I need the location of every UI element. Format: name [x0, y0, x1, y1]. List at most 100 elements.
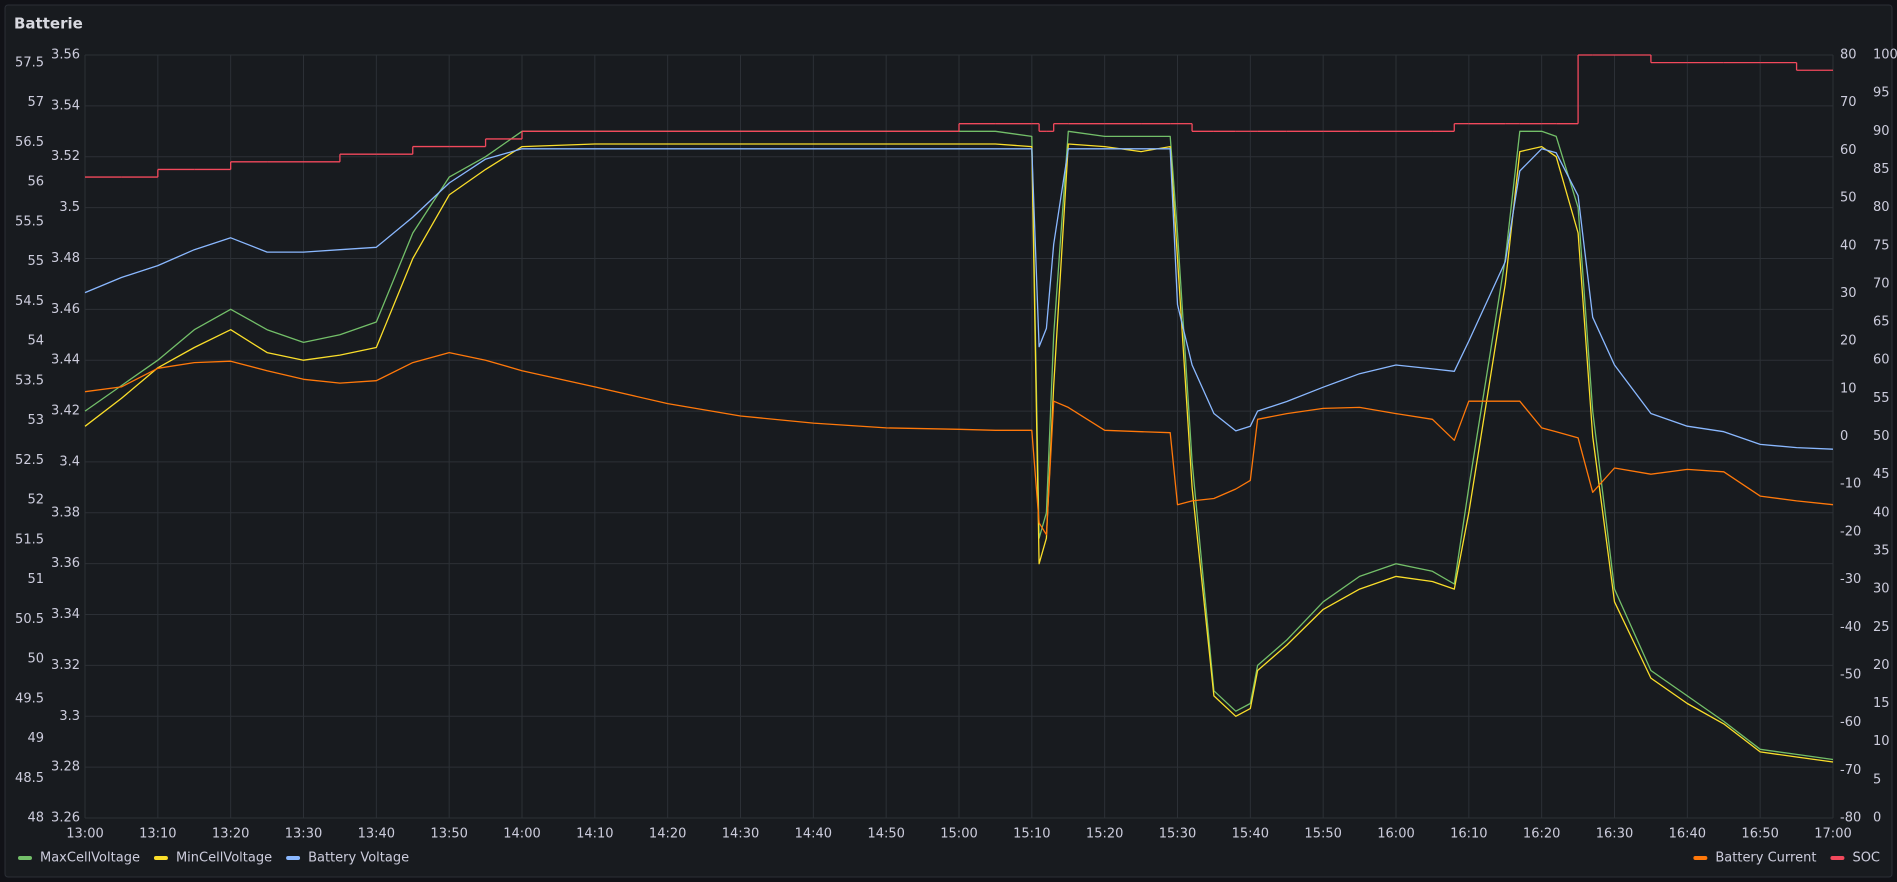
y-tick-label: 3.28: [51, 760, 80, 775]
series-line: [84, 148, 1834, 450]
y-tick-label: 25: [1873, 620, 1890, 635]
y-tick-label: 49.5: [15, 691, 44, 706]
y-tick-label: 75: [1873, 238, 1890, 253]
y-tick-label: -10: [1840, 477, 1861, 492]
legend-label: MaxCellVoltage: [40, 851, 140, 866]
y-tick-label: -70: [1840, 763, 1861, 778]
y-tick-label: -30: [1840, 572, 1861, 587]
y-tick-label: 50: [1873, 429, 1890, 444]
y-tick-label: 54: [27, 334, 44, 349]
y-tick-label: 48: [27, 811, 44, 826]
x-tick-label: 13:30: [285, 827, 322, 842]
y-tick-label: 30: [1840, 286, 1857, 301]
y-tick-label: 49: [27, 731, 44, 746]
x-tick-label: 13:10: [139, 827, 176, 842]
y-tick-label: -80: [1840, 811, 1861, 826]
y-tick-label: 3.56: [51, 48, 80, 63]
y-tick-label: 52: [27, 493, 44, 508]
y-tick-label: 15: [1873, 696, 1890, 711]
y-tick-label: 3.32: [51, 658, 80, 673]
x-tick-label: 14:00: [503, 827, 540, 842]
x-tick-label: 13:50: [430, 827, 467, 842]
y-tick-label: 35: [1873, 543, 1890, 558]
y-tick-label: 56: [27, 175, 44, 190]
y-tick-label: 5: [1873, 772, 1881, 787]
legend-swatch: [1830, 856, 1845, 860]
y-tick-label: 60: [1840, 143, 1857, 158]
x-tick-label: 16:30: [1596, 827, 1633, 842]
y-tick-label: 48.5: [15, 771, 44, 786]
legend-label: Battery Voltage: [308, 851, 409, 866]
y-tick-label: 10: [1840, 381, 1857, 396]
y-tick-label: 3.34: [51, 607, 80, 622]
y-tick-label: 3.42: [51, 404, 80, 419]
y-tick-label: 54.5: [15, 294, 44, 309]
y-tick-label: 55: [1873, 391, 1890, 406]
y-tick-label: 0: [1873, 811, 1881, 826]
y-tick-label: 3.4: [59, 454, 80, 469]
y-tick-label: 40: [1840, 238, 1857, 253]
y-tick-label: 50: [1840, 191, 1857, 206]
x-tick-label: 14:40: [795, 827, 832, 842]
y-tick-label: 57.5: [15, 55, 44, 70]
legend-label: Battery Current: [1715, 851, 1816, 866]
x-tick-label: 16:00: [1377, 827, 1414, 842]
x-tick-label: 13:40: [358, 827, 395, 842]
y-tick-label: 55: [27, 254, 44, 269]
series-line: [84, 130, 1834, 761]
legend-swatch: [18, 856, 32, 860]
y-tick-label: 53.5: [15, 373, 44, 388]
y-tick-label: 80: [1840, 48, 1857, 63]
y-tick-label: 53: [27, 413, 44, 428]
legend-label: SOC: [1852, 851, 1880, 866]
y-tick-label: 90: [1873, 124, 1890, 139]
y-tick-label: 20: [1840, 334, 1857, 349]
y-tick-label: 10: [1873, 734, 1890, 749]
y-tick-label: -50: [1840, 667, 1861, 682]
x-tick-label: 15:00: [940, 827, 977, 842]
y-tick-label: 3.38: [51, 505, 80, 520]
y-tick-label: 3.36: [51, 556, 80, 571]
series-line: [84, 351, 1834, 536]
y-tick-label: 3.5: [59, 200, 80, 215]
x-tick-label: 13:20: [212, 827, 249, 842]
x-tick-label: 15:40: [1232, 827, 1269, 842]
x-tick-label: 13:00: [66, 827, 103, 842]
legend-swatch: [1693, 856, 1708, 860]
x-tick-label: 15:10: [1013, 827, 1050, 842]
y-tick-label: 57: [27, 95, 44, 110]
legend-swatch: [286, 856, 301, 860]
legend-label: MinCellVoltage: [176, 851, 272, 866]
y-tick-label: 51: [27, 572, 44, 587]
panel: [4, 4, 1893, 878]
x-tick-label: 14:10: [576, 827, 613, 842]
y-tick-label: 3.26: [51, 811, 80, 826]
y-tick-label: 3.54: [51, 98, 80, 113]
y-tick-label: 52.5: [15, 453, 44, 468]
x-tick-label: 14:30: [722, 827, 759, 842]
y-tick-label: 70: [1840, 95, 1857, 110]
y-tick-label: 60: [1873, 353, 1890, 368]
y-tick-label: 51.5: [15, 532, 44, 547]
y-tick-label: 56.5: [15, 135, 44, 150]
y-tick-label: 55.5: [15, 214, 44, 229]
y-tick-label: 3.52: [51, 149, 80, 164]
y-tick-label: -20: [1840, 524, 1861, 539]
y-tick-label: -40: [1840, 620, 1861, 635]
y-tick-label: 30: [1873, 582, 1890, 597]
y-tick-label: 45: [1873, 467, 1890, 482]
y-tick-label: 3.46: [51, 302, 80, 317]
y-tick-label: 20: [1873, 658, 1890, 673]
x-tick-label: 17:00: [1814, 827, 1851, 842]
x-tick-label: 15:20: [1086, 827, 1123, 842]
legend-swatch: [153, 856, 168, 860]
y-tick-label: 3.48: [51, 251, 80, 266]
y-tick-label: 3.3: [59, 709, 80, 724]
x-tick-label: 16:10: [1450, 827, 1487, 842]
x-tick-label: 15:30: [1159, 827, 1196, 842]
y-tick-label: -60: [1840, 715, 1861, 730]
chart-title: Batterie: [14, 15, 83, 33]
y-tick-label: 65: [1873, 315, 1890, 330]
